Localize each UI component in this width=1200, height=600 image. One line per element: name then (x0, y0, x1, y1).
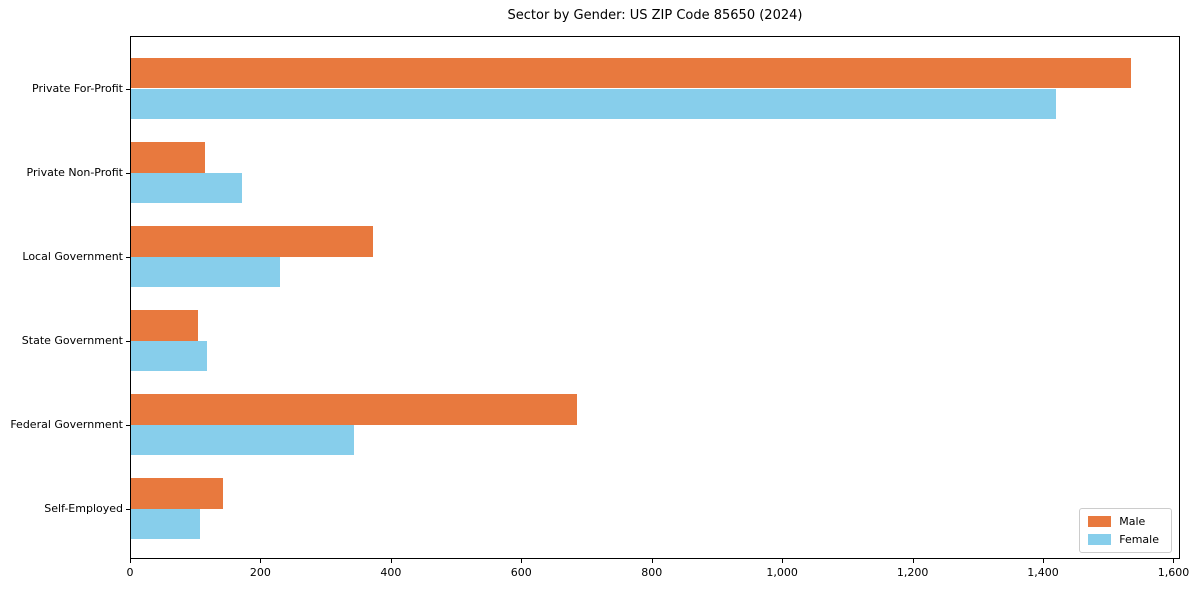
y-axis-tick (126, 340, 130, 342)
x-axis-tick-label: 1,600 (1157, 566, 1190, 579)
bar-male (131, 141, 206, 173)
bar-female (131, 508, 201, 540)
female-swatch-icon (1088, 534, 1112, 545)
legend-entry-male: Male (1088, 515, 1159, 528)
y-axis-tick (126, 256, 130, 258)
legend-label-female: Female (1119, 533, 1159, 546)
y-axis-category-label: Self-Employed (44, 501, 123, 515)
x-axis-tick (1043, 559, 1045, 563)
bar-female (131, 172, 242, 204)
x-axis-tick (130, 559, 131, 563)
bar-male (131, 478, 223, 509)
x-axis-tick-label: 600 (510, 566, 532, 579)
x-axis-tick-label: 1,000 (766, 566, 798, 579)
x-axis-tick (390, 559, 392, 563)
bar-male (131, 57, 1131, 89)
x-axis-tick-label: 200 (249, 566, 271, 579)
x-axis-tick-label: 800 (641, 566, 663, 579)
y-axis-tick (126, 172, 130, 174)
bar-male (131, 394, 578, 425)
x-axis-tick-label: 400 (380, 566, 402, 579)
bar-male (131, 226, 373, 257)
y-axis-category-label: Local Government (22, 249, 123, 263)
y-axis-category-label: Private Non-Profit (26, 165, 123, 179)
male-swatch-icon (1088, 516, 1112, 527)
y-axis-category-label: Federal Government (10, 417, 123, 431)
x-axis-tick (651, 559, 653, 563)
x-axis-tick-label: 1,200 (896, 566, 929, 579)
y-axis-tick (126, 88, 130, 90)
legend-entry-female: Female (1088, 533, 1159, 546)
y-axis-tick (126, 508, 130, 510)
bar-female (131, 88, 1057, 120)
x-axis-tick (912, 559, 914, 563)
bar-female (131, 424, 355, 456)
x-axis-tick (782, 559, 784, 563)
legend-label-male: Male (1119, 515, 1146, 528)
bar-male (131, 310, 198, 341)
chart-title: Sector by Gender: US ZIP Code 85650 (202… (507, 8, 803, 23)
x-axis-tick-label: 0 (126, 566, 134, 579)
x-axis-tick-label: 1,400 (1027, 566, 1059, 579)
y-axis-category-label: State Government (21, 333, 123, 347)
x-axis-tick (1173, 559, 1175, 563)
legend: Male Female (1079, 508, 1172, 553)
bar-female (131, 340, 208, 372)
x-axis-tick (260, 559, 262, 563)
plot-area: Male Female (130, 36, 1180, 559)
bar-female (131, 256, 281, 288)
y-axis-tick (126, 424, 130, 426)
y-axis-category-label: Private For-Profit (32, 81, 123, 95)
x-axis-tick (521, 559, 523, 563)
